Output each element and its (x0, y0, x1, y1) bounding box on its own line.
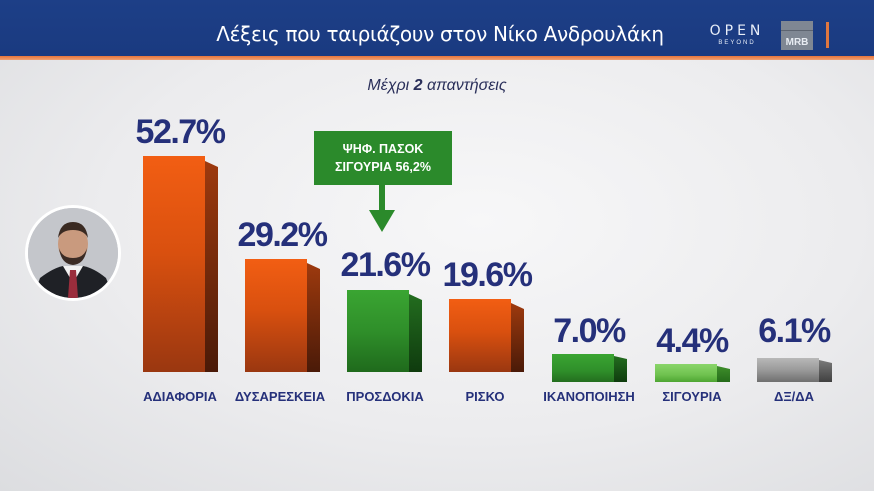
page-title: Λέξεις που ταιριάζουν στον Νίκο Ανδρουλά… (216, 22, 664, 46)
bar (245, 259, 320, 372)
arrow-head-icon (369, 210, 395, 232)
bar (449, 299, 524, 372)
bar-label: ΔΥΣΑΡΕΣΚΕΙΑ (234, 389, 326, 404)
bar-value: 4.4% (656, 322, 729, 360)
bar-label: ΑΔΙΑΦΟΡΙΑ (143, 389, 217, 404)
bar-value: 19.6% (442, 256, 533, 294)
arrow-down-icon (379, 185, 385, 215)
chart-subtitle: Μέχρι 2 απαντήσεις (367, 77, 507, 94)
bar (143, 156, 218, 372)
bar (655, 364, 730, 382)
mrb-logo: MRB (781, 21, 813, 50)
open-beyond-logo: OPEN BEYOND (709, 23, 765, 46)
bar-value: 21.6% (340, 246, 431, 284)
divider (826, 22, 829, 48)
bar-value: 52.7% (135, 113, 226, 151)
header-bar: Λέξεις που ταιριάζουν στον Νίκο Ανδρουλά… (0, 0, 874, 56)
bar-label: ΔΞ/ΔΑ (773, 389, 815, 404)
header-accent-stripe (0, 56, 874, 60)
bar-value: 6.1% (758, 312, 831, 350)
bar (552, 354, 627, 382)
bar-value: 29.2% (237, 216, 328, 254)
bar (757, 358, 832, 382)
avatar (25, 205, 121, 301)
bar-label: ΠΡΟΣΔΟΚΙΑ (346, 389, 424, 404)
callout-annotation: ΨΗΦ. ΠΑΣΟΚ ΣΙΓΟΥΡΙΑ 56,2% (314, 131, 452, 185)
bar-label: ΣΙΓΟΥΡΙΑ (662, 389, 722, 404)
bar (347, 290, 422, 372)
bar-value: 7.0% (553, 312, 626, 350)
bar-label: ΙΚΑΝΟΠΟΙΗΣΗ (543, 389, 635, 404)
person-portrait-icon (28, 208, 118, 298)
bar-label: ΡΙΣΚΟ (465, 389, 505, 404)
